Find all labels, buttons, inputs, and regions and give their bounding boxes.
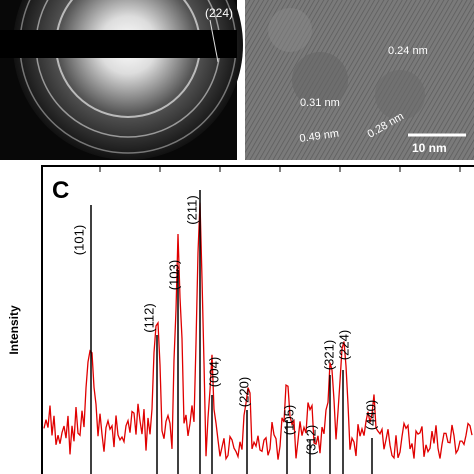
peak-label: (101) (71, 225, 86, 255)
ring-label: (224) (205, 6, 233, 20)
peak-label: (312) (303, 425, 318, 455)
y-axis-label: Intensity (7, 305, 21, 355)
peak-label: (112) (141, 303, 156, 332)
fringe-label: 0.31 nm (300, 97, 340, 109)
plot-frame (41, 165, 474, 474)
particle (268, 8, 312, 52)
panel-a: (224) (0, 0, 243, 160)
beam-stop (0, 30, 237, 58)
panel-c: C Intensity (101) (112) (103) (211) (004) (22… (7, 165, 474, 474)
panel-label: C (52, 177, 69, 204)
panel-b: 0.24 nm 0.31 nm 0.49 nm 0.28 nm 10 nm (245, 0, 474, 160)
pointer (209, 19, 219, 63)
peak-label: (004) (206, 357, 221, 387)
peak-label: (211) (184, 195, 199, 224)
particle (292, 52, 348, 108)
peak-label: (321) (321, 340, 336, 370)
peak-label: (105) (281, 405, 296, 435)
scale-bar-label: 10 nm (412, 141, 447, 155)
particle (375, 70, 425, 120)
peak-label: (440) (363, 400, 378, 430)
fringe-label: 0.24 nm (388, 45, 428, 57)
fringe-label: 0.49 nm (299, 128, 340, 145)
peak-label: (103) (166, 260, 181, 290)
xrd-pattern (43, 202, 473, 461)
peak-label: (224) (336, 330, 351, 360)
peak-label: (220) (236, 377, 251, 407)
